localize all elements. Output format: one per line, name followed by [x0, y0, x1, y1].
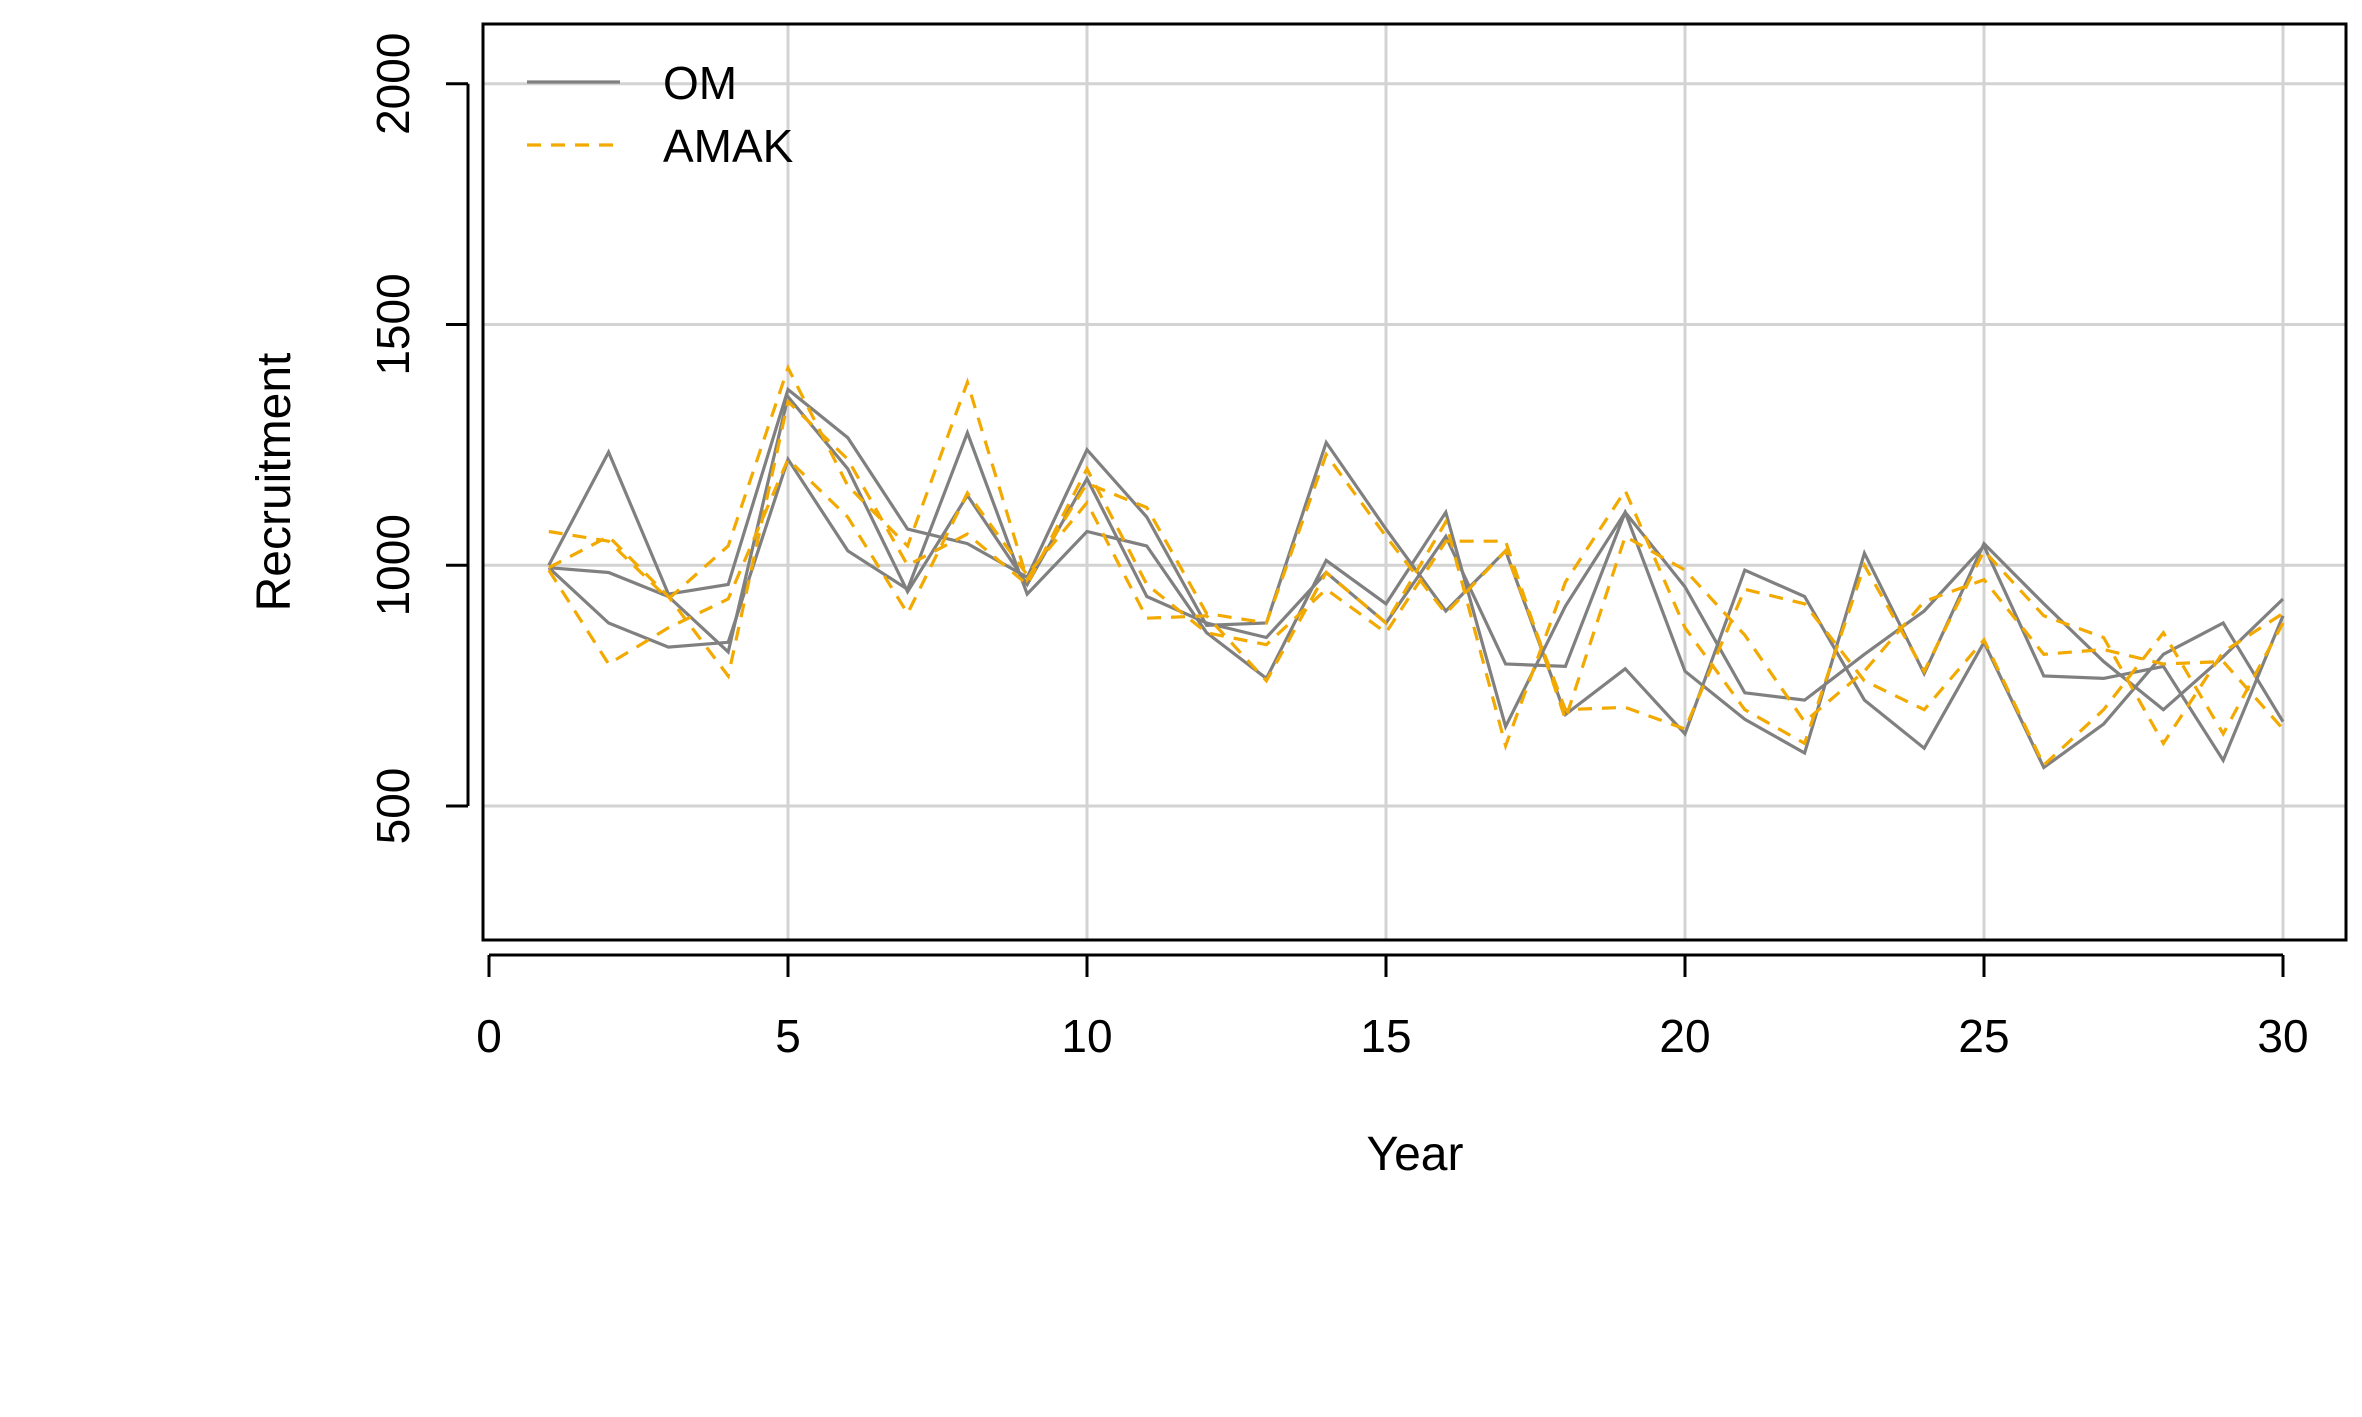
grid	[483, 24, 2346, 940]
x-tick-label-0: 0	[476, 1010, 502, 1062]
x-tick-label-20: 20	[1659, 1010, 1710, 1062]
y-axis-label: Recruitment	[248, 353, 301, 612]
y-tick-label-2000: 2000	[367, 33, 419, 135]
y-axis: 500 1000 1500 2000	[367, 33, 470, 845]
om-series-line-2	[547, 428, 2285, 756]
x-axis: 0 5 10 15 20 25 30	[476, 953, 2309, 1062]
x-tick-label-25: 25	[1958, 1010, 2009, 1062]
amak-series-line-1	[548, 363, 2285, 768]
x-tick-label-10: 10	[1061, 1010, 1112, 1062]
amak-series-line-3	[548, 398, 2285, 731]
amak-series-line-2	[547, 456, 2284, 752]
y-tick-label-1000: 1000	[367, 514, 419, 616]
x-tick-label-15: 15	[1360, 1010, 1411, 1062]
plot-frame	[481, 22, 2348, 942]
x-tick-label-5: 5	[775, 1010, 801, 1062]
y-tick-label-1500: 1500	[367, 273, 419, 375]
x-tick-label-30: 30	[2257, 1010, 2308, 1062]
legend: OM AMAK	[527, 57, 794, 172]
legend-om-label: OM	[663, 57, 737, 109]
om-series-line-3	[548, 393, 2285, 764]
amak-series-group	[547, 363, 2285, 768]
om-series-group	[547, 386, 2285, 770]
y-tick-label-500: 500	[367, 768, 419, 845]
x-axis-label: Year	[1367, 1128, 1464, 1181]
legend-amak-label: AMAK	[663, 120, 794, 172]
